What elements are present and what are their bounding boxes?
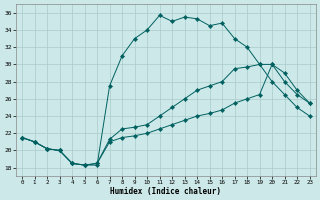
X-axis label: Humidex (Indice chaleur): Humidex (Indice chaleur) — [110, 187, 221, 196]
